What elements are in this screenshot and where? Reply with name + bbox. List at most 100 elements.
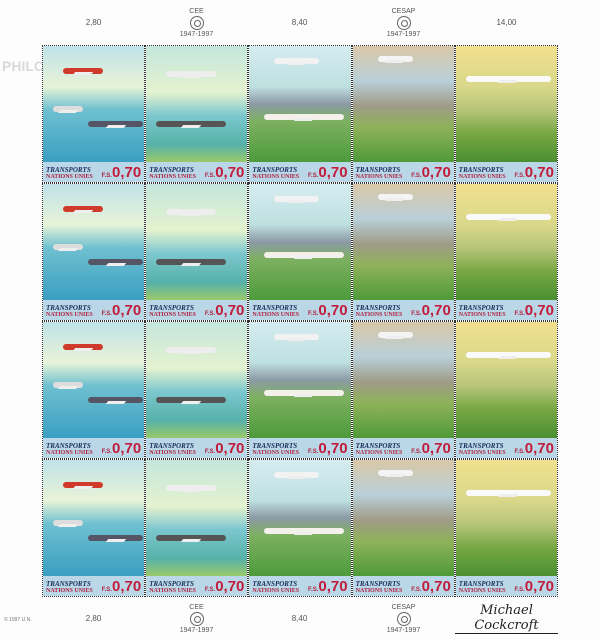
stamp-illustration: [352, 460, 454, 576]
stamp: TRANSPORTS NATIONS UNIES F.S.0,70: [145, 183, 249, 321]
stamp-title: TRANSPORTS: [355, 304, 401, 312]
un-emblem-icon: [396, 15, 411, 30]
stamp-country: NATIONS UNIES: [458, 312, 506, 318]
stamp-country: NATIONS UNIES: [46, 174, 93, 180]
aircraft-illustration: [264, 252, 345, 259]
un-emblem-icon: [189, 611, 204, 626]
currency: F.S.: [308, 311, 319, 317]
stamp-country: NATIONS UNIES: [355, 174, 403, 180]
stamp-label-band: TRANSPORTS NATIONS UNIES F.S.0,70: [352, 162, 454, 182]
margin-cell-value: 14,00: [455, 0, 558, 45]
emblem-caption-top: CESAP: [391, 7, 416, 15]
stamp-title: TRANSPORTS: [355, 166, 401, 174]
aircraft-illustration: [53, 520, 83, 527]
emblem-caption-top: CEE: [189, 603, 204, 611]
stamp-denomination: F.S.0,70: [205, 165, 245, 180]
aircraft-illustration: [156, 259, 227, 266]
aircraft-illustration: [63, 68, 103, 75]
margin-cell-value: 2,80: [42, 597, 145, 640]
emblem-caption-bottom: 1947-1997: [386, 30, 421, 38]
stamp-value: 0,70: [524, 164, 554, 181]
stamp-value: 0,70: [421, 302, 451, 319]
margin-value: 8,40: [291, 18, 308, 27]
stamp-denomination: F.S.0,70: [514, 303, 554, 318]
stamp-label-band: TRANSPORTS NATIONS UNIES F.S.0,70: [352, 438, 454, 458]
aircraft-illustration: [465, 490, 551, 497]
stamp-denomination: F.S.0,70: [308, 441, 348, 456]
stamp-country: NATIONS UNIES: [355, 450, 403, 456]
stamp-label-band: TRANSPORTS NATIONS UNIES F.S.0,70: [43, 162, 145, 182]
margin-cell-emblem: CESAP 1947-1997: [352, 597, 455, 640]
stamp-value: 0,70: [215, 164, 245, 181]
aircraft-illustration: [274, 472, 320, 479]
stamp-denomination: F.S.0,70: [411, 165, 451, 180]
stamp-label-band: TRANSPORTS NATIONS UNIES F.S.0,70: [146, 300, 248, 320]
stamp: TRANSPORTS NATIONS UNIES F.S.0,70: [145, 459, 249, 597]
stamp-value: 0,70: [524, 302, 554, 319]
stamp: TRANSPORTS NATIONS UNIES F.S.0,70: [454, 45, 558, 183]
stamp-grid: TRANSPORTS NATIONS UNIES F.S.0,70 TRANSPO…: [42, 45, 558, 597]
margin-value: 8,40: [291, 614, 308, 623]
stamp-title: TRANSPORTS: [355, 580, 401, 588]
emblem-caption-top: CEE: [189, 7, 204, 15]
stamp-denomination: F.S.0,70: [514, 579, 554, 594]
stamp-country: NATIONS UNIES: [149, 450, 196, 456]
aircraft-illustration: [274, 196, 320, 203]
currency: F.S.: [101, 173, 112, 179]
aircraft-illustration: [465, 352, 551, 359]
stamp: TRANSPORTS NATIONS UNIES F.S.0,70: [42, 321, 146, 459]
stamp: TRANSPORTS NATIONS UNIES F.S.0,70: [42, 183, 146, 321]
stamp-title: TRANSPORTS: [252, 304, 298, 312]
margin-cell-value: 8,40: [248, 0, 351, 45]
stamp-illustration: [146, 184, 248, 300]
stamp-value: 0,70: [524, 440, 554, 457]
stamp-denomination: F.S.0,70: [102, 165, 142, 180]
stamp: TRANSPORTS NATIONS UNIES F.S.0,70: [248, 45, 352, 183]
aircraft-illustration: [88, 259, 143, 266]
stamp-illustration: [249, 322, 351, 438]
un-emblem-icon: [189, 15, 204, 30]
stamp-country: NATIONS UNIES: [149, 588, 196, 594]
currency: F.S.: [411, 311, 422, 317]
stamp-illustration: [352, 322, 454, 438]
aircraft-illustration: [156, 121, 227, 128]
aircraft-illustration: [377, 194, 413, 201]
aircraft-illustration: [63, 482, 103, 489]
stamp-title: TRANSPORTS: [149, 580, 194, 588]
stamp-title: TRANSPORTS: [252, 442, 298, 450]
stamp-denomination: F.S.0,70: [308, 579, 348, 594]
stamp-denomination: F.S.0,70: [411, 579, 451, 594]
stamp-label-band: TRANSPORTS NATIONS UNIES F.S.0,70: [249, 576, 351, 596]
stamp-denomination: F.S.0,70: [308, 165, 348, 180]
stamp-illustration: [455, 460, 557, 576]
stamp: TRANSPORTS NATIONS UNIES F.S.0,70: [248, 459, 352, 597]
stamp: TRANSPORTS NATIONS UNIES F.S.0,70: [351, 183, 455, 321]
stamp-denomination: F.S.0,70: [308, 303, 348, 318]
stamp-value: 0,70: [421, 578, 451, 595]
currency: F.S.: [514, 311, 525, 317]
stamp-value: 0,70: [215, 578, 245, 595]
currency: F.S.: [204, 449, 216, 455]
stamp-value: 0,70: [111, 164, 142, 181]
emblem-caption-top: CESAP: [391, 603, 416, 611]
stamp-illustration: [249, 460, 351, 576]
stamp-title: TRANSPORTS: [149, 304, 194, 312]
stamp-label-band: TRANSPORTS NATIONS UNIES F.S.0,70: [146, 438, 248, 458]
stamp-value: 0,70: [111, 440, 142, 457]
aircraft-illustration: [156, 535, 227, 542]
stamp-illustration: [146, 460, 248, 576]
stamp-title: TRANSPORTS: [149, 166, 194, 174]
currency: F.S.: [101, 587, 112, 593]
stamp-country: NATIONS UNIES: [252, 450, 300, 456]
stamp: TRANSPORTS NATIONS UNIES F.S.0,70: [351, 459, 455, 597]
aircraft-illustration: [53, 244, 83, 251]
stamp-country: NATIONS UNIES: [149, 312, 196, 318]
stamp-label-band: TRANSPORTS NATIONS UNIES F.S.0,70: [43, 300, 145, 320]
stamp-country: NATIONS UNIES: [355, 588, 403, 594]
stamp-denomination: F.S.0,70: [411, 303, 451, 318]
stamp-country: NATIONS UNIES: [149, 174, 196, 180]
stamp-title: TRANSPORTS: [46, 580, 91, 588]
aircraft-illustration: [88, 121, 143, 128]
stamp: TRANSPORTS NATIONS UNIES F.S.0,70: [145, 321, 249, 459]
stamp-value: 0,70: [524, 578, 554, 595]
